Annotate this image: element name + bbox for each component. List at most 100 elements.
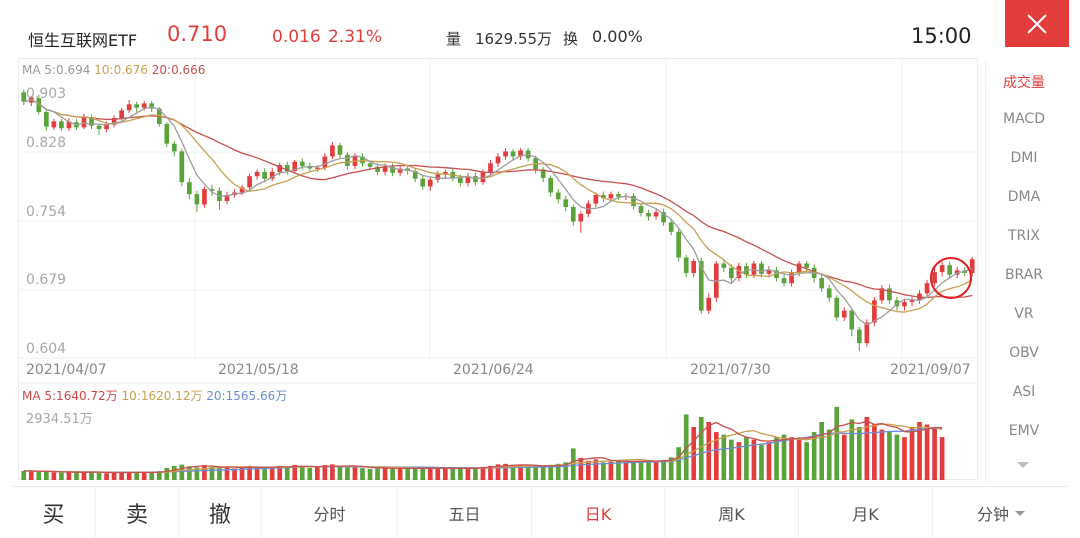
volume-bar [887,432,892,480]
volume-bar [683,414,689,480]
indicator-macd[interactable]: MACD [1003,111,1045,127]
volume-bar [698,416,704,480]
volume-bar [262,467,267,480]
volume-bar [585,460,591,480]
tab-minute-k[interactable]: 分钟 [933,487,1069,538]
candle-body [631,195,636,207]
volume-bar [736,442,742,480]
volume-bar [563,462,569,480]
candle-body [804,263,809,268]
tab-minute[interactable]: 分时 [262,487,398,538]
candle-body [879,288,885,301]
tab-weekly-k[interactable]: 周K [665,487,799,538]
candle-body [902,302,907,307]
chart-border [18,58,978,480]
volume-bar [623,461,629,480]
indicator-vr[interactable]: VR [1014,306,1034,322]
candle-body [887,288,892,301]
indicator-brar[interactable]: BRAR [1004,267,1044,283]
volume-bar [89,471,94,480]
volume-bar [149,472,155,480]
price-tick: 0.828 [26,135,67,151]
indicator-volume[interactable]: 成交量 [1003,75,1045,91]
volume-bar [759,444,764,480]
candle-body [59,121,64,129]
candle-body [239,187,245,193]
vol-ma5-value: MA 5:1640.72万 [22,389,118,403]
volume-bar [593,459,599,480]
close-button[interactable] [1005,0,1069,47]
volume-bar [864,416,870,480]
volume-bar [819,422,825,480]
indicator-trix[interactable]: TRIX [1008,228,1040,244]
indicator-dmi[interactable]: DMI [1010,150,1038,166]
volume-bar [932,427,937,480]
candle-body [81,117,87,128]
volume-bar [676,447,681,480]
indicator-emv[interactable]: EMV [1008,423,1040,439]
volume-bar [713,432,719,480]
quote-time: 15:00 [911,24,972,48]
candle-body [841,310,847,318]
volume-bar [322,465,328,480]
volume-bar [503,463,508,480]
candle-body [691,260,697,273]
volume-bar [533,466,538,480]
date-tick: 2021/05/18 [218,362,299,378]
quote-header: 恒生互联网ETF 0.710 0.016 2.31% 量 1629.55万 换 … [0,0,985,56]
tab-daily-k[interactable]: 日K [532,487,665,538]
indicator-dma[interactable]: DMA [1007,189,1041,205]
candle-body [51,121,57,128]
tab-five-day[interactable]: 五日 [398,487,532,538]
price-tick: 0.604 [26,341,67,357]
volume-bar [540,466,546,480]
volume-bar [164,467,170,480]
candle-body [646,213,651,217]
candle-body [187,182,192,195]
buy-button[interactable]: 买 [12,487,96,538]
candle-body [171,143,177,152]
volume-bar [315,467,320,480]
volume-bar [924,424,930,480]
ma-legend: MA 5:0.694 10:0.676 20:0.666 [22,63,205,77]
volume-bar [555,463,561,480]
candle-body [796,263,802,273]
date-tick: 2021/07/30 [690,362,771,378]
sell-button[interactable]: 卖 [96,487,179,538]
candle-body [473,176,478,183]
volume-bar [548,464,554,480]
volume-bar [187,466,192,480]
kline-chart[interactable] [18,58,978,480]
candle-body [488,163,493,172]
volume-bar [307,467,313,480]
candle-body [774,270,779,279]
candle-body [345,154,350,166]
tab-monthly-k[interactable]: 月K [799,487,933,538]
candle-body [924,283,930,294]
price-tick: 0.679 [26,272,67,288]
volume-bar [51,472,57,480]
volume-bar [631,460,636,480]
candle-body [307,165,313,169]
volume-bar [744,437,749,480]
candle-body [427,179,433,187]
indicator-obv[interactable]: OBV [1009,345,1039,361]
volume-ma5-line [23,420,943,474]
volume-bar [345,467,350,480]
volume-bar [578,457,584,480]
chevron-down-icon[interactable] [1017,462,1029,468]
volume-bar [939,437,945,480]
volume-bar [382,467,388,480]
price-tick: 0.903 [26,86,67,102]
candle-body [826,288,832,298]
volume-bar [337,465,343,480]
candle-body [729,267,734,279]
cancel-order-button[interactable]: 撤 [179,487,262,538]
candle-body [661,212,666,223]
volume-bar [796,439,802,480]
indicator-asi[interactable]: ASI [1012,384,1036,400]
candle-body [849,310,855,330]
price-tick: 0.754 [26,204,67,220]
volume-bar [909,427,915,480]
volume-bar [570,448,576,480]
